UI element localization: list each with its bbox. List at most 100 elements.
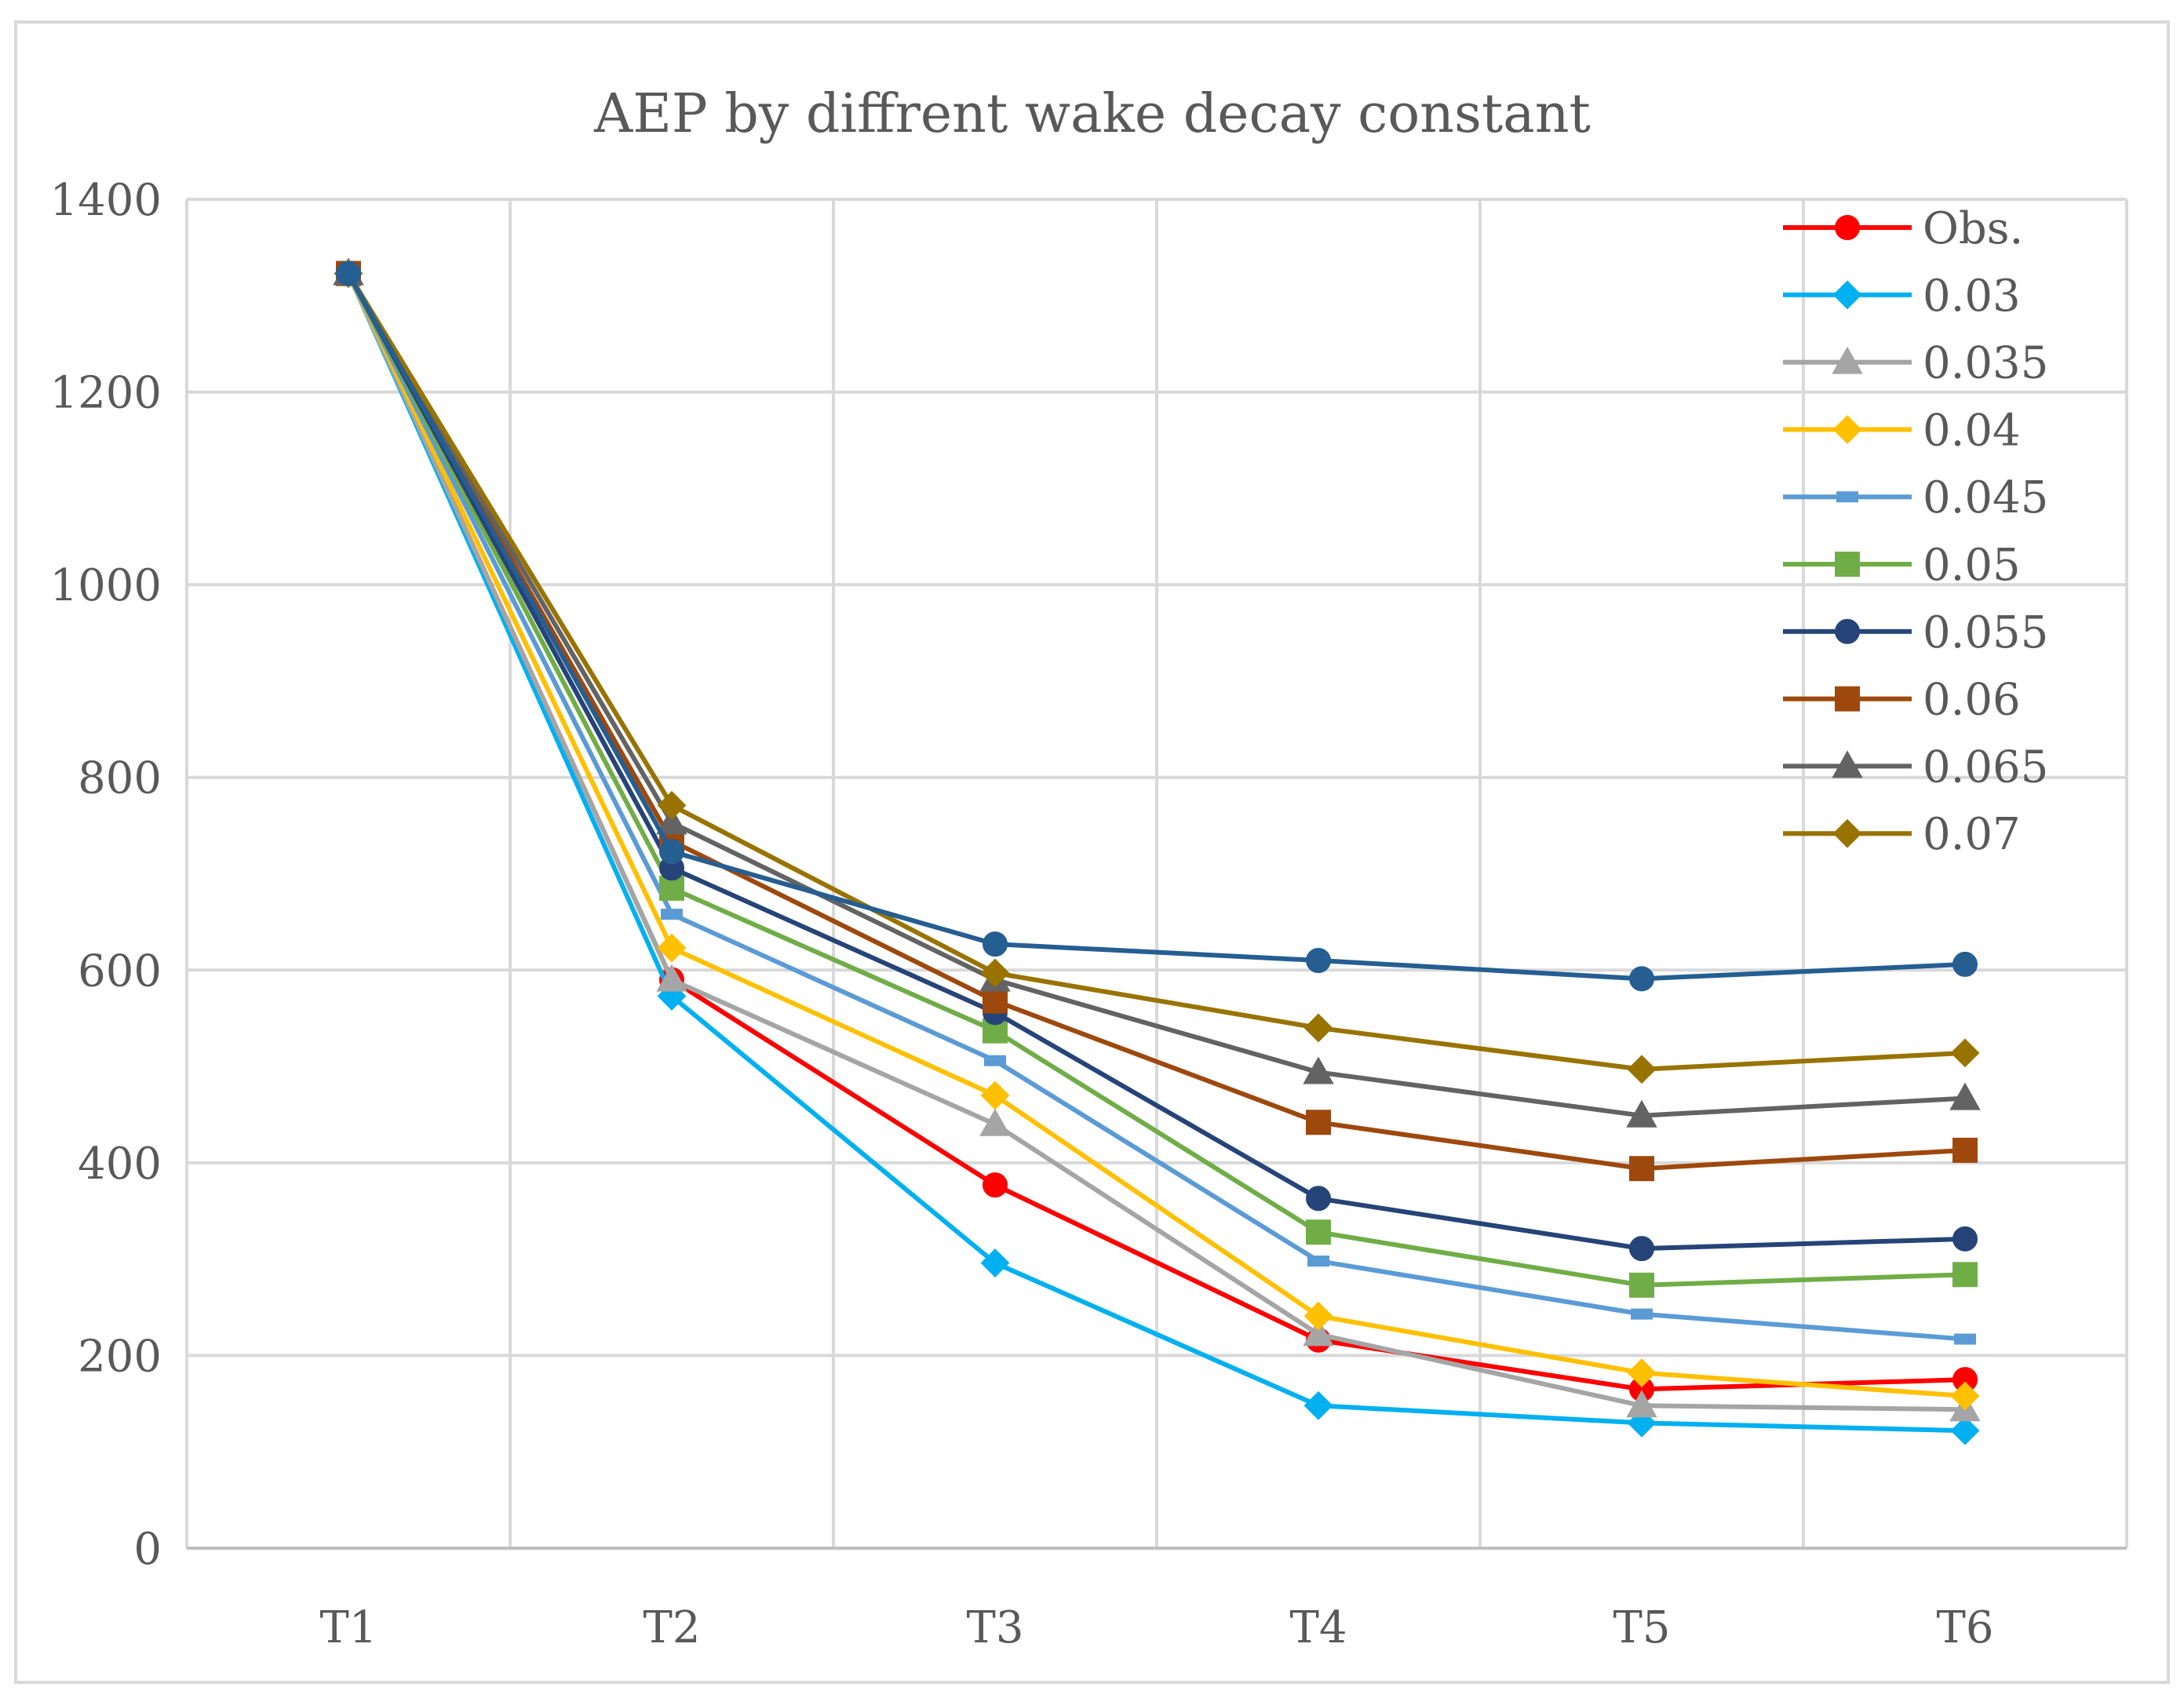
legend-label: 0.03 [1923,271,2021,322]
legend-item: 0.045 [1783,472,2048,523]
legend-label: 0.065 [1923,742,2048,793]
legend-label: 0.05 [1923,540,2021,591]
series-0_045 [337,268,1976,1345]
data-point [1629,1236,1654,1262]
legend-marker [1835,686,1860,712]
data-point [1952,1137,1978,1163]
series-line [346,272,1966,1118]
data-point [1952,1262,1978,1288]
legend-label: 0.055 [1923,607,2048,658]
y-tick-label: 400 [78,1139,162,1190]
series-line [346,272,1966,1412]
data-point [657,790,687,820]
data-point [1303,1056,1334,1084]
series-unlabeled [336,261,1978,992]
data-point [1303,1390,1333,1420]
data-point [656,807,687,835]
data-point [1627,1358,1657,1387]
data-point [1303,1301,1333,1331]
legend-item: Obs. [1783,203,2023,254]
legend: Obs. 0.03 0.035 0.04 0.045 0.05 0.055 0.06 0.065… [1783,203,2048,860]
x-tick-label: T3 [967,1602,1024,1653]
data-point [1954,1333,1976,1345]
series-line [346,272,1966,1252]
legend-item: 0.07 [1783,809,2021,860]
legend-marker [1836,491,1858,503]
data-point [1626,1390,1657,1418]
legend-marker [1835,552,1860,577]
data-point [984,1055,1006,1066]
data-point [1306,1219,1331,1245]
data-point [1950,1416,1980,1445]
series-line [346,272,1966,1072]
legend-item: 0.03 [1783,271,2021,322]
gridlines [185,198,2128,1548]
data-point [1950,1381,1980,1411]
data-point [1303,1318,1334,1347]
data-point [1952,1226,1978,1252]
series-line [346,272,1966,1434]
legend-marker [1835,215,1860,240]
series-line [346,272,1966,1288]
data-point [1949,1082,1981,1110]
y-tick-label: 600 [78,946,162,997]
data-point [1629,1156,1654,1182]
data-point [983,988,1008,1014]
series-line [346,272,1966,1398]
y-tick-label: 0 [133,1524,162,1575]
y-tick-label: 1000 [49,560,162,611]
legend-label: 0.04 [1923,405,2021,456]
legend-item: 0.035 [1783,338,2048,389]
data-point [980,958,1010,988]
legend-label: Obs. [1923,203,2023,254]
data-point [1303,1013,1333,1043]
legend-marker [1832,818,1862,848]
data-point [1631,1308,1653,1320]
x-tick-label: T6 [1937,1602,1994,1653]
data-point [1952,951,1978,977]
legend-item: 0.065 [1783,742,2048,793]
x-tick-label: T2 [644,1602,701,1653]
data-point [1626,1099,1657,1128]
data-point [1950,1038,1980,1068]
data-point [656,964,687,992]
x-tick-label: T1 [320,1602,377,1653]
data-point [980,1081,1010,1110]
data-point [657,933,687,963]
x-tick-label: T4 [1290,1602,1347,1653]
data-point [983,1172,1008,1198]
legend-item: 0.05 [1783,540,2021,591]
legend-label: 0.035 [1923,338,2048,389]
legend-label: 0.06 [1923,675,2021,726]
data-point [661,909,683,920]
legend-item: 0.06 [1783,675,2021,726]
data-point [1627,1055,1657,1084]
data-point [1306,1110,1331,1135]
axes: 0 200 400 600 800 1000 1200 1400 T1 T2 T3 T4 T5 T6 [49,175,2127,1653]
data-point [1307,1256,1329,1267]
data-point [1306,948,1331,974]
series-line [346,272,1966,1172]
legend-marker [1832,280,1862,310]
legend-marker [1835,618,1860,644]
data-point [659,839,684,865]
series-group [333,257,1981,1445]
legend-item: 0.04 [1783,405,2021,456]
chart-title: AEP by diffrent wake decay constant [593,83,1591,145]
data-point [979,1108,1011,1136]
legend-marker [1832,346,1863,374]
legend-label: 0.07 [1923,809,2021,860]
y-tick-label: 800 [78,753,162,804]
legend-marker [1832,750,1863,778]
legend-marker [1832,414,1862,444]
y-tick-label: 1200 [49,368,162,419]
series-line [346,272,1966,982]
legend-item: 0.055 [1783,607,2048,658]
legend-label: 0.045 [1923,472,2048,523]
data-point [1629,966,1654,992]
data-point [1306,1186,1331,1212]
y-tick-label: 1400 [49,175,162,226]
data-point [336,261,361,286]
